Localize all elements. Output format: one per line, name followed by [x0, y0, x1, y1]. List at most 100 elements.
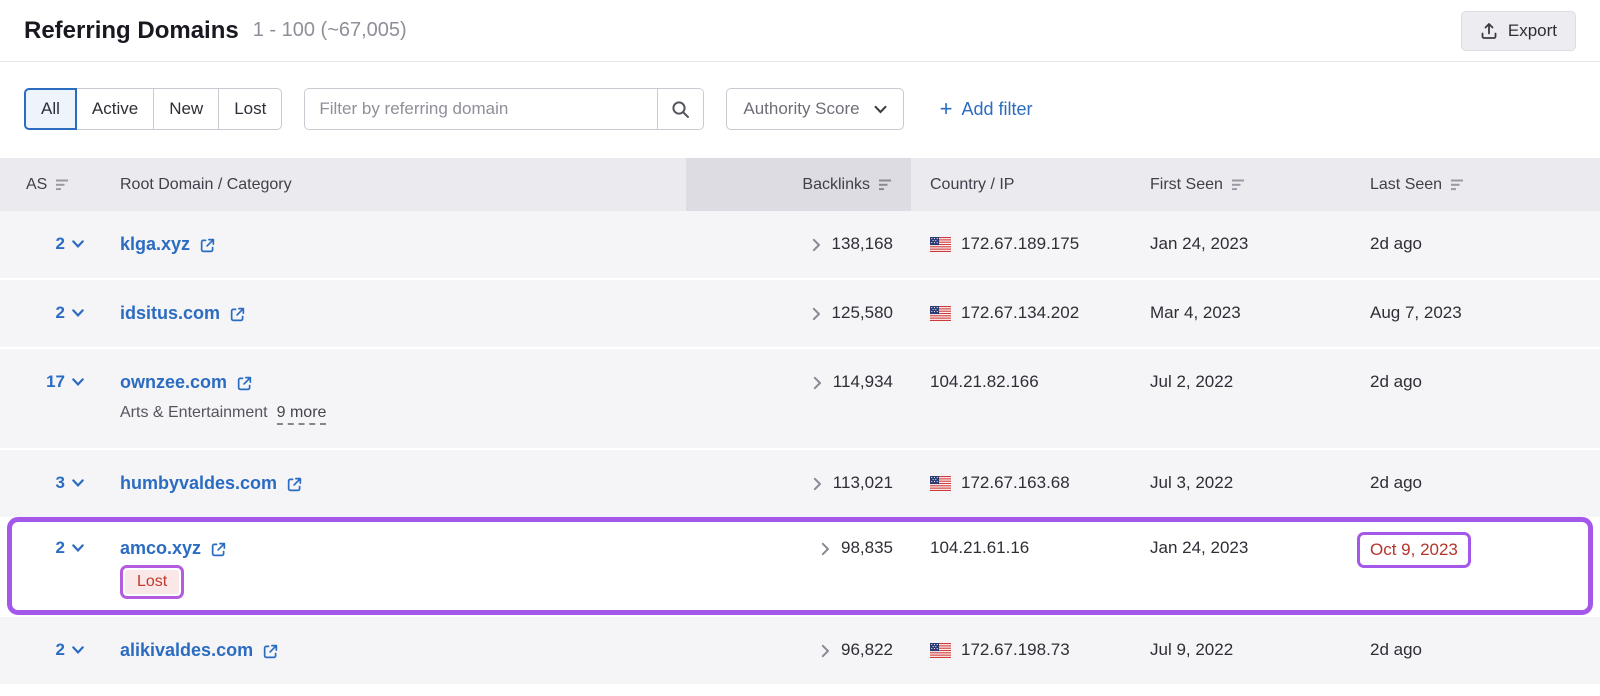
- ip-address: 172.67.189.175: [961, 234, 1080, 253]
- chevron-right-icon[interactable]: [812, 238, 821, 252]
- more-categories-link[interactable]: 9 more: [276, 404, 327, 425]
- add-filter-button[interactable]: + Add filter: [940, 98, 1033, 120]
- first-seen-value: Jul 9, 2022: [1150, 640, 1234, 659]
- export-label: Export: [1507, 20, 1557, 40]
- authority-score-value: 2: [55, 303, 65, 322]
- column-label-as: AS: [26, 175, 48, 193]
- column-header-country-ip[interactable]: Country / IP: [911, 176, 1131, 194]
- backlinks-value[interactable]: 114,934: [832, 372, 893, 391]
- as-cell: 2: [0, 617, 96, 683]
- export-button[interactable]: Export: [1460, 10, 1576, 51]
- external-link-icon[interactable]: [199, 237, 216, 254]
- chevron-right-icon[interactable]: [813, 477, 822, 491]
- backlinks-value[interactable]: 138,168: [831, 234, 893, 253]
- column-label-last-seen: Last Seen: [1370, 175, 1443, 193]
- domain-filter-box: [304, 88, 705, 130]
- external-link-icon[interactable]: [210, 541, 227, 558]
- external-link-icon[interactable]: [262, 643, 279, 660]
- first-seen-value: Jan 24, 2023: [1150, 538, 1249, 557]
- table-row: 2 idsitus.com: [0, 280, 1600, 349]
- domain-link[interactable]: amco.xyz: [120, 538, 202, 558]
- country-ip-cell: 172.67.163.68: [911, 450, 1131, 516]
- backlinks-value[interactable]: 98,835: [841, 538, 893, 557]
- column-header-backlinks[interactable]: Backlinks: [686, 158, 911, 211]
- last-seen-value: Oct 9, 2023: [1357, 532, 1471, 568]
- external-link-icon[interactable]: [236, 375, 253, 392]
- backlinks-value[interactable]: 113,021: [832, 473, 893, 492]
- authority-score-toggle[interactable]: 2: [56, 303, 84, 323]
- first-seen-value: Jan 24, 2023: [1150, 234, 1249, 253]
- table-header: AS Root Domain / Category Backlinks Coun…: [0, 158, 1600, 211]
- chevron-right-icon[interactable]: [812, 307, 821, 321]
- backlinks-cell: 138,168: [686, 211, 911, 277]
- domain-link[interactable]: humbyvaldes.com: [120, 473, 278, 493]
- sort-icon[interactable]: [56, 179, 70, 191]
- us-flag-icon: [930, 306, 951, 321]
- column-header-root-domain[interactable]: Root Domain / Category: [96, 176, 686, 194]
- last-seen-cell: Oct 9, 2023: [1351, 519, 1600, 584]
- authority-score-label: Authority Score: [743, 99, 860, 118]
- authority-score-value: 17: [46, 372, 65, 391]
- country-ip-cell: 104.21.82.166: [911, 349, 1131, 415]
- domain-link[interactable]: idsitus.com: [120, 303, 221, 323]
- domain-cell: alikivaldes.com: [96, 617, 686, 684]
- chevron-right-icon[interactable]: [821, 542, 830, 556]
- tab-active[interactable]: Active: [75, 88, 155, 130]
- authority-score-toggle[interactable]: 17: [46, 372, 84, 392]
- external-link-icon[interactable]: [229, 306, 246, 323]
- first-seen-cell: Mar 4, 2023: [1131, 280, 1351, 346]
- backlinks-cell: 98,835: [686, 519, 911, 574]
- domain-link[interactable]: alikivaldes.com: [120, 640, 254, 660]
- as-cell: 2: [0, 280, 96, 346]
- column-label-backlinks: Backlinks: [802, 175, 870, 193]
- results-range: 1 - 100 (~67,005): [252, 19, 407, 41]
- first-seen-value: Mar 4, 2023: [1150, 303, 1241, 322]
- filter-bar: All Active New Lost Authority Score + Ad…: [0, 62, 1600, 158]
- column-label-country-ip: Country / IP: [930, 175, 1015, 193]
- last-seen-cell: 2d ago: [1351, 349, 1600, 415]
- authority-score-toggle[interactable]: 3: [56, 473, 84, 493]
- column-header-as[interactable]: AS: [0, 176, 96, 194]
- backlinks-value[interactable]: 96,822: [841, 640, 893, 659]
- first-seen-cell: Jan 24, 2023: [1131, 519, 1351, 574]
- authority-score-toggle[interactable]: 2: [56, 234, 84, 254]
- table-row: 2 alikivaldes.com: [0, 617, 1600, 686]
- tab-all[interactable]: All: [24, 88, 77, 130]
- domain-cell: amco.xyz Lost: [96, 519, 686, 615]
- country-ip-cell: 172.67.198.73: [911, 617, 1131, 683]
- authority-score-toggle[interactable]: 2: [56, 538, 84, 558]
- last-seen-value: 2d ago: [1370, 640, 1422, 659]
- search-input[interactable]: [305, 89, 658, 129]
- lost-badge-annotation: Lost: [120, 565, 185, 599]
- authority-score-dropdown[interactable]: Authority Score: [726, 88, 904, 130]
- country-ip-cell: 104.21.61.16: [911, 519, 1131, 574]
- chevron-down-icon: [72, 479, 84, 487]
- table-row: 3 humbyvaldes.com: [0, 450, 1600, 519]
- search-button[interactable]: [657, 89, 704, 129]
- sort-icon[interactable]: [1451, 179, 1465, 191]
- chevron-right-icon[interactable]: [813, 376, 822, 390]
- chevron-down-icon: [72, 544, 84, 552]
- tab-new[interactable]: New: [153, 88, 220, 130]
- authority-score-toggle[interactable]: 2: [56, 640, 84, 660]
- column-header-last-seen[interactable]: Last Seen: [1351, 176, 1600, 194]
- as-cell: 2: [0, 211, 96, 277]
- sort-icon[interactable]: [879, 179, 893, 191]
- backlinks-value[interactable]: 125,580: [831, 303, 893, 322]
- chevron-down-icon: [72, 378, 84, 386]
- authority-score-value: 3: [55, 473, 65, 492]
- table-row: 2 klga.xyz: [0, 211, 1600, 280]
- country-ip-cell: 172.67.189.175: [911, 211, 1131, 277]
- external-link-icon[interactable]: [286, 476, 303, 493]
- last-seen-cell: 2d ago: [1351, 211, 1600, 277]
- column-header-first-seen[interactable]: First Seen: [1131, 176, 1351, 194]
- sort-icon[interactable]: [1231, 179, 1246, 191]
- chevron-right-icon[interactable]: [821, 644, 830, 658]
- chevron-down-icon: [874, 105, 887, 114]
- domain-link[interactable]: ownzee.com: [120, 372, 228, 392]
- category-line: Arts & Entertainment 9 more: [120, 404, 686, 425]
- ip-address: 172.67.198.73: [961, 640, 1070, 659]
- lost-badge: Lost: [125, 570, 180, 594]
- domain-link[interactable]: klga.xyz: [120, 234, 191, 254]
- tab-lost[interactable]: Lost: [218, 88, 283, 130]
